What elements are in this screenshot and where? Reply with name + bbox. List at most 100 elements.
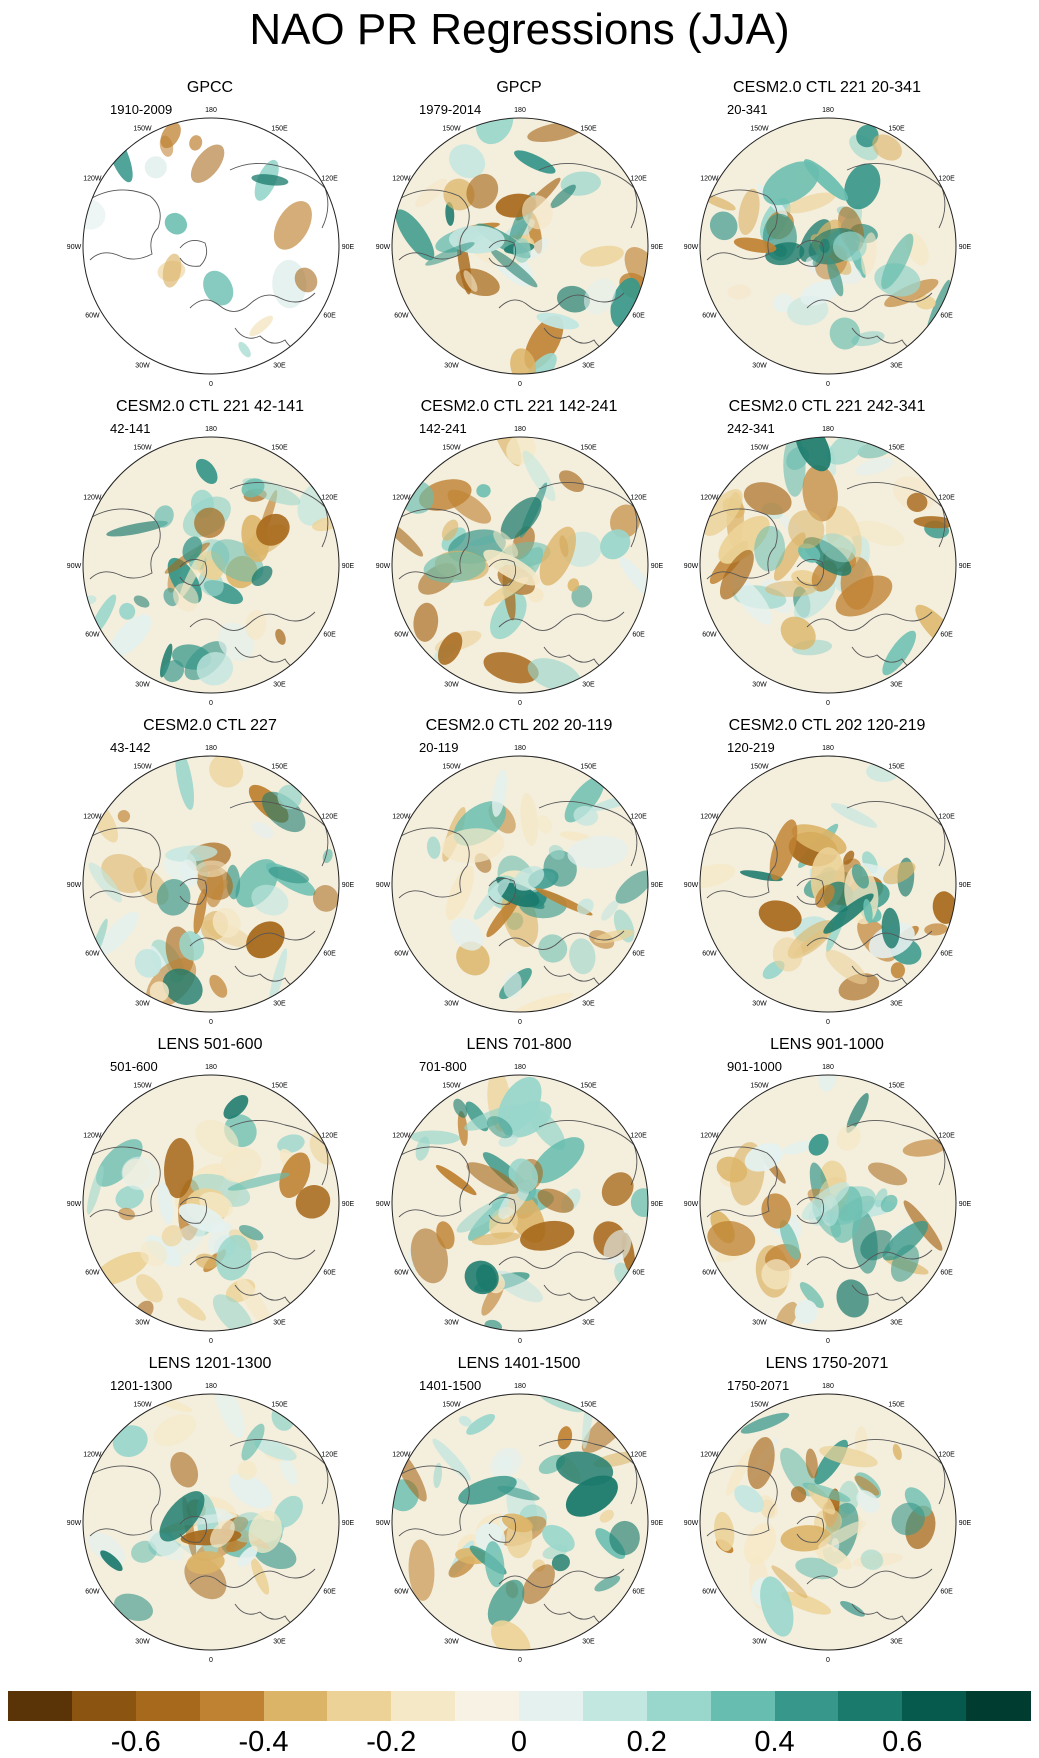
longitude-label: 150E <box>271 444 288 451</box>
longitude-label: 90W <box>684 563 699 570</box>
longitude-label: 120E <box>630 1133 647 1140</box>
colorbar-tick-label: 0 <box>510 1726 528 1758</box>
colorbar-swatch <box>519 1691 584 1721</box>
longitude-label: 180 <box>205 1383 217 1390</box>
longitude-label: 60W <box>394 951 409 958</box>
longitude-label: 60W <box>85 313 100 320</box>
longitude-label: 120E <box>321 814 338 821</box>
panel-title: GPCC <box>186 79 234 96</box>
longitude-label: 120W <box>700 814 719 821</box>
longitude-label: 120E <box>630 814 647 821</box>
longitude-label: 90E <box>959 882 972 889</box>
panel-period-label: 1201-1300 <box>110 1378 173 1393</box>
longitude-label: 120E <box>938 176 955 183</box>
colorbar-swatch <box>8 1691 73 1721</box>
colorbar-swatch <box>966 1691 1031 1721</box>
longitude-label: 30E <box>273 1639 286 1646</box>
longitude-label: 120W <box>392 1452 411 1459</box>
colorbar-swatch <box>838 1691 903 1721</box>
panel-period-label: 501-600 <box>110 1059 158 1074</box>
longitude-label: 150E <box>580 444 597 451</box>
longitude-label: 90W <box>376 244 391 251</box>
colorbar-tick-label: -0.2 <box>366 1726 417 1758</box>
longitude-label: 60W <box>85 1589 100 1596</box>
longitude-label: 90E <box>342 882 355 889</box>
panel-title: CESM2.0 CTL 227 <box>143 717 277 734</box>
longitude-label: 30E <box>890 682 903 689</box>
longitude-label: 60E <box>632 313 645 320</box>
longitude-label: 60W <box>394 632 409 639</box>
longitude-label: 120E <box>630 495 647 502</box>
longitude-label: 150W <box>750 763 769 770</box>
longitude-label: 90E <box>342 1520 355 1527</box>
longitude-label: 30E <box>273 1320 286 1327</box>
longitude-label: 60W <box>702 951 717 958</box>
panel-title: LENS 501-600 <box>157 1036 263 1053</box>
longitude-label: 180 <box>822 1383 834 1390</box>
panel-period-label: 1910-2009 <box>110 102 173 117</box>
longitude-label: 180 <box>205 426 217 433</box>
longitude-label: 60W <box>394 1270 409 1277</box>
panel-title: CESM2.0 CTL 202 120-219 <box>728 717 926 734</box>
longitude-label: 150W <box>133 1082 152 1089</box>
longitude-label: 90E <box>651 882 664 889</box>
longitude-label: 30W <box>752 1639 767 1646</box>
longitude-label: 60E <box>632 1270 645 1277</box>
longitude-label: 90E <box>959 563 972 570</box>
map-panel: LENS 901-1000 180 150E 120E 90E 60E 30E 0 30W 60W… <box>657 1035 997 1355</box>
longitude-label: 150E <box>888 444 905 451</box>
longitude-label: 60W <box>702 313 717 320</box>
panel-period-label: 701-800 <box>419 1059 467 1074</box>
longitude-label: 60W <box>702 1270 717 1277</box>
longitude-label: 30W <box>135 1320 150 1327</box>
longitude-label: 90E <box>959 1520 972 1527</box>
longitude-label: 180 <box>514 107 526 114</box>
longitude-label: 60E <box>323 951 336 958</box>
longitude-label: 30E <box>273 1001 286 1008</box>
map-panel: LENS 501-600 180 150E 120E 90E 60E 30E 0 30W 60W 9… <box>40 1035 380 1355</box>
panel-title: CESM2.0 CTL 221 20-341 <box>733 79 921 96</box>
longitude-label: 30W <box>135 1639 150 1646</box>
longitude-label: 60W <box>702 632 717 639</box>
longitude-label: 150W <box>133 1401 152 1408</box>
longitude-label: 30E <box>582 363 595 370</box>
longitude-label: 90W <box>684 882 699 889</box>
colorbar-swatch <box>710 1691 775 1721</box>
polar-map: 180 150E 120E 90E 60E 30E 0 30W 60W 90W 120W 150W <box>67 107 355 388</box>
colorbar-swatch <box>71 1691 137 1721</box>
colorbar-tick-label: 0.4 <box>754 1726 795 1758</box>
longitude-label: 150E <box>580 1082 597 1089</box>
longitude-label: 90W <box>67 1520 82 1527</box>
longitude-label: 180 <box>822 745 834 752</box>
longitude-label: 120E <box>321 1452 338 1459</box>
longitude-label: 60W <box>85 632 100 639</box>
longitude-label: 120W <box>83 814 102 821</box>
longitude-label: 90W <box>376 563 391 570</box>
polar-map: 180 150E 120E 90E 60E 30E 0 30W 60W 90W 120W 150W <box>67 745 355 1026</box>
longitude-label: 60W <box>702 1589 717 1596</box>
longitude-label: 120E <box>321 176 338 183</box>
longitude-label: 150E <box>271 1082 288 1089</box>
longitude-label: 150W <box>133 444 152 451</box>
longitude-label: 150W <box>750 444 769 451</box>
longitude-label: 30W <box>135 363 150 370</box>
longitude-label: 150W <box>442 125 461 132</box>
longitude-label: 60E <box>323 313 336 320</box>
longitude-label: 0 <box>826 1338 830 1345</box>
panel-title: CESM2.0 CTL 221 142-241 <box>420 398 618 415</box>
longitude-label: 90W <box>376 1201 391 1208</box>
longitude-label: 120W <box>83 1452 102 1459</box>
map-panel: CESM2.0 CTL 202 120-219 180 150E 120E 90E 60E… <box>657 716 997 1036</box>
longitude-label: 90E <box>651 1520 664 1527</box>
longitude-label: 150E <box>271 125 288 132</box>
longitude-label: 150E <box>888 1401 905 1408</box>
longitude-label: 150W <box>442 444 461 451</box>
longitude-label: 0 <box>518 1657 522 1664</box>
map-panel: CESM2.0 CTL 202 20-119 180 150E 120E 90E 60E 3… <box>349 716 689 1036</box>
longitude-label: 60E <box>323 1270 336 1277</box>
longitude-label: 60E <box>323 632 336 639</box>
longitude-label: 180 <box>205 1064 217 1071</box>
polar-map: 180 150E 120E 90E 60E 30E 0 30W 60W 90W 120W 150W <box>376 107 664 388</box>
longitude-label: 60E <box>632 951 645 958</box>
longitude-label: 150E <box>888 1082 905 1089</box>
